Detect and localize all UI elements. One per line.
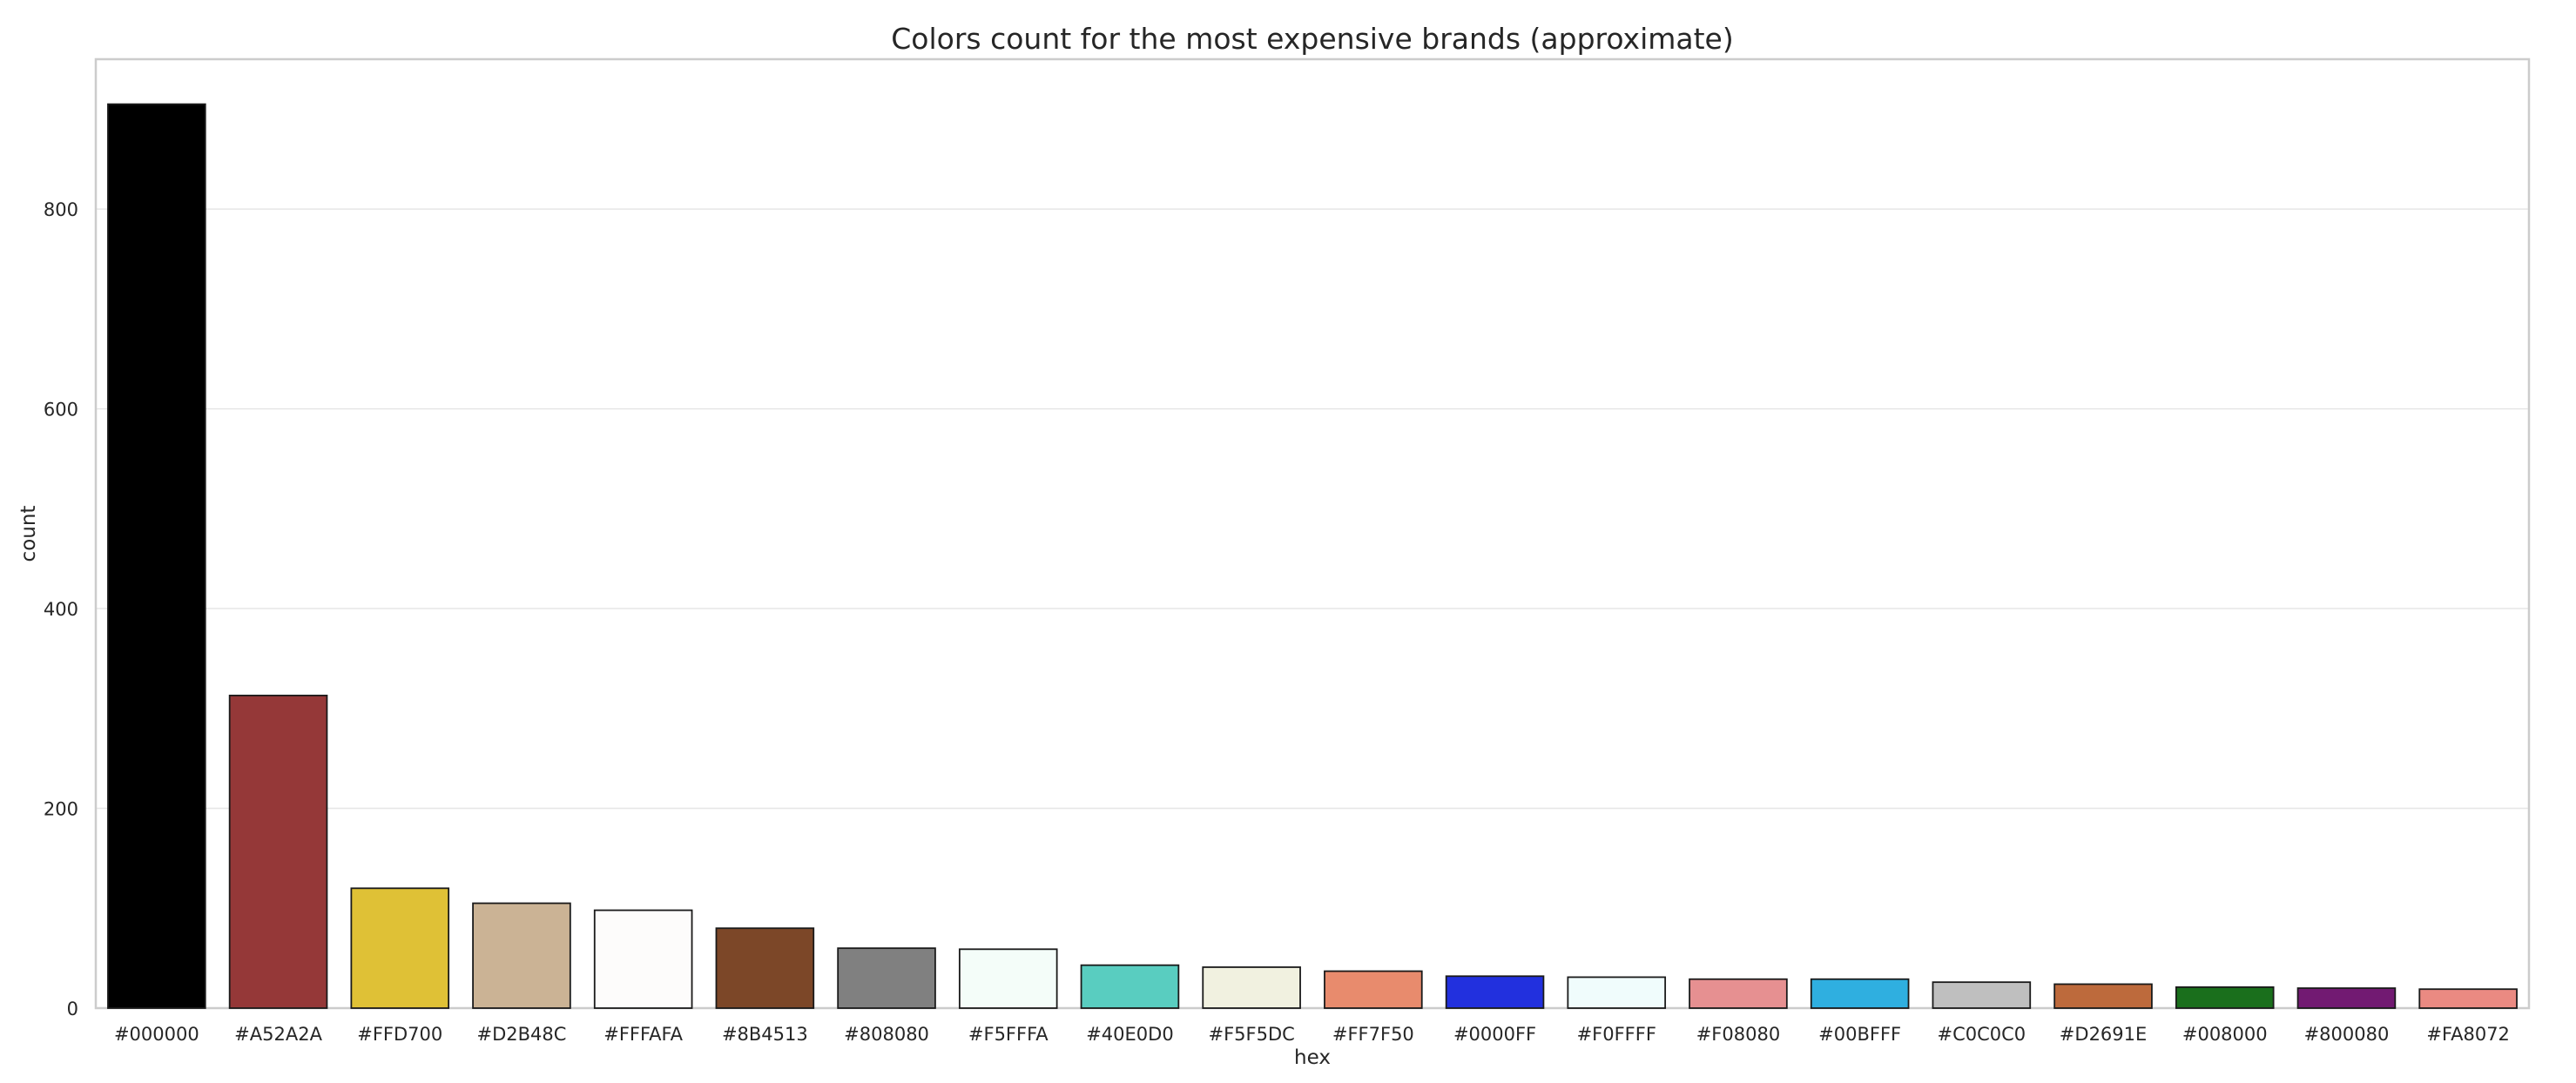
x-tick-label: #00BFFF: [1818, 1024, 1901, 1045]
y-tick-label: 200: [44, 799, 78, 820]
bar-c0c0c0: [1932, 981, 2032, 1009]
y-tick-label: 800: [44, 199, 78, 220]
x-tick-label: #F5FFFA: [968, 1024, 1049, 1045]
bar-ffd700: [350, 887, 450, 1009]
bar-ff7f50: [1324, 970, 1423, 1009]
x-tick-label: #0000FF: [1453, 1024, 1536, 1045]
x-tick-label: #808080: [844, 1024, 929, 1045]
x-tick-label: #8B4513: [722, 1024, 808, 1045]
y-tick-label: 600: [44, 400, 78, 420]
x-tick-label: #000000: [114, 1024, 199, 1045]
plot-frame: [94, 57, 2531, 1010]
y-tick-labels: 0 200 400 600 800: [44, 199, 78, 1019]
bar-000000: [107, 103, 206, 1009]
x-tick-label: #008000: [2182, 1024, 2268, 1045]
x-tick-label: #D2691E: [2060, 1024, 2147, 1045]
bar-00bfff: [1810, 978, 1910, 1009]
x-tick-label: #FF7F50: [1332, 1024, 1414, 1045]
bar-d2b48c: [472, 902, 571, 1009]
bar-808080: [837, 947, 936, 1009]
bar-f08080: [1689, 978, 1788, 1009]
bar-f5fffa: [958, 948, 1058, 1009]
grid-layer: [96, 208, 2529, 810]
bar-a52a2a: [228, 694, 328, 1009]
bar-d2691e: [2053, 983, 2153, 1009]
bar-fffafa: [593, 909, 693, 1009]
bar-40e0d0: [1080, 964, 1180, 1009]
bar-008000: [2175, 986, 2275, 1009]
x-tick-label: #F08080: [1696, 1024, 1780, 1045]
x-tick-label: #FFD700: [357, 1024, 442, 1045]
x-tick-labels: #000000 #A52A2A #FFD700 #D2B48C #FFFAFA #8B45…: [114, 1024, 2510, 1045]
bars-layer: [107, 103, 2518, 1009]
x-tick-label: #A52A2A: [234, 1024, 322, 1045]
y-tick-label: 400: [44, 599, 78, 620]
y-tick-label: 0: [67, 999, 78, 1019]
x-tick-label: #F5F5DC: [1208, 1024, 1294, 1045]
x-tick-label: #40E0D0: [1086, 1024, 1173, 1045]
bar-0000ff: [1445, 975, 1545, 1009]
bar-800080: [2296, 987, 2397, 1009]
bar-fa8072: [2418, 988, 2518, 1009]
x-tick-label: #FFFAFA: [604, 1024, 683, 1045]
bar-8b4513: [715, 927, 815, 1009]
bar-f0ffff: [1567, 976, 1667, 1009]
x-tick-label: #FA8072: [2426, 1024, 2510, 1045]
x-tick-label: #F0FFFF: [1577, 1024, 1656, 1045]
bar-f5f5dc: [1202, 966, 1301, 1009]
x-axis-label: hex: [1294, 1046, 1331, 1069]
x-tick-label: #D2B48C: [476, 1024, 566, 1045]
y-axis-label: count: [17, 506, 40, 562]
x-tick-label: #C0C0C0: [1938, 1024, 2026, 1045]
chart-title: Colors count for the most expensive bran…: [891, 22, 1733, 56]
x-tick-label: #800080: [2304, 1024, 2390, 1045]
